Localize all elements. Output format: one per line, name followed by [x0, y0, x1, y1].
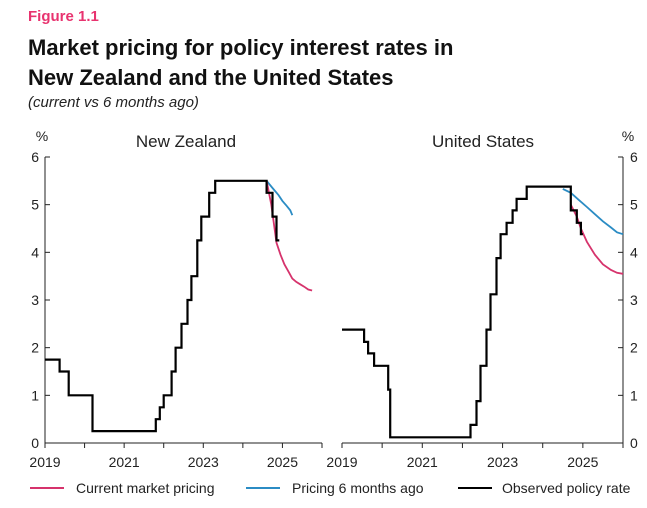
nz-ytick-label: 6	[31, 149, 39, 165]
us-ytick-label: 6	[630, 149, 638, 165]
nz-ytick-label: 1	[31, 387, 39, 403]
nz-ytick-label: 4	[31, 244, 39, 260]
nz-xtick-label: 2021	[109, 454, 140, 470]
us-ytick-label: 0	[630, 435, 638, 451]
chart-title: Market pricing for policy interest rates…	[28, 33, 628, 93]
chart-title-line1: Market pricing for policy interest rates…	[28, 35, 454, 60]
nz-ylabel: %	[36, 128, 48, 144]
nz-xtick-label: 2019	[29, 454, 60, 470]
us-ytick-label: 4	[630, 244, 638, 260]
nz-xtick-label: 2023	[188, 454, 219, 470]
us-ylabel: %	[622, 128, 634, 144]
us-xtick-label: 2019	[326, 454, 357, 470]
nz-panel-title: New Zealand	[136, 132, 236, 151]
nz-ytick-label: 3	[31, 292, 39, 308]
nz-ytick-label: 5	[31, 197, 39, 213]
us-ytick-label: 5	[630, 197, 638, 213]
us-line-current	[569, 204, 624, 275]
us-line-observed	[342, 185, 583, 439]
nz-line-six-months-ago	[265, 180, 294, 216]
nz-line-observed	[45, 179, 280, 433]
us-ytick-label: 1	[630, 387, 638, 403]
figure-label: Figure 1.1	[28, 8, 99, 25]
us-ytick-label: 3	[630, 292, 638, 308]
chart-title-line2: New Zealand and the United States	[28, 65, 394, 90]
us-xtick-label: 2025	[567, 454, 598, 470]
us-ytick-label: 2	[630, 340, 638, 356]
nz-xtick-label: 2025	[267, 454, 298, 470]
legend-label-six-months-ago: Pricing 6 months ago	[292, 480, 424, 496]
us-panel-title: United States	[432, 132, 534, 151]
chart-subtitle: (current vs 6 months ago)	[28, 94, 199, 111]
us-xtick-label: 2023	[487, 454, 518, 470]
legend-label-current: Current market pricing	[76, 480, 215, 496]
legend-label-observed: Observed policy rate	[502, 480, 631, 496]
us-xtick-label: 2021	[407, 454, 438, 470]
us-line-six-months-ago	[562, 188, 624, 236]
nz-ytick-label: 0	[31, 435, 39, 451]
nz-ytick-label: 2	[31, 340, 39, 356]
